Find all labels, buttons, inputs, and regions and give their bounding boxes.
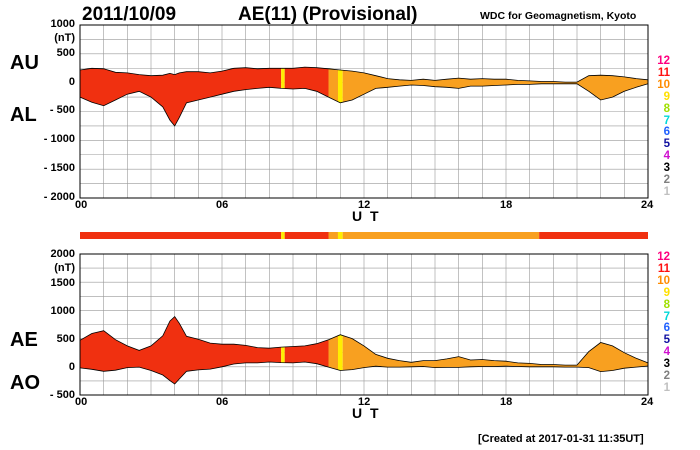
x-tick-label: 00 <box>75 396 88 408</box>
plot-frame <box>79 253 649 396</box>
x-tick-label: 18 <box>500 396 513 408</box>
area-segment <box>328 68 338 102</box>
au-label: AU <box>10 52 39 74</box>
activity-segment <box>539 232 648 239</box>
ao-label: AO <box>10 372 40 394</box>
kp-level-bottom-6: 6 <box>663 322 670 335</box>
x-tick-label: 24 <box>641 199 654 211</box>
area-segment <box>328 335 338 370</box>
activity-segment <box>284 232 329 239</box>
kp-level-bottom-10: 10 <box>657 274 670 287</box>
activity-segment <box>337 232 343 239</box>
al-label: AL <box>10 104 37 126</box>
y-tick-label: - 2000 <box>43 191 75 203</box>
y-tick-label: - 500 <box>49 104 75 116</box>
y-tick-label: 1000 <box>50 305 75 317</box>
y-tick-label: 0 <box>68 361 75 373</box>
kp-level-bottom-11: 11 <box>657 262 670 275</box>
kp-scale-bottom: 12 11 10 9 8 7 6 5 4 3 2 1 <box>650 251 670 395</box>
unit-label-top: (nT) <box>54 32 75 44</box>
au-line <box>79 66 649 83</box>
area-segment <box>337 69 343 103</box>
area-segment <box>80 67 282 126</box>
index-title: AE(11) (Provisional) <box>238 4 418 25</box>
unit-label-bottom: (nT) <box>54 262 75 274</box>
activity-segment <box>281 232 285 239</box>
kp-level-top-2: 2 <box>663 174 670 187</box>
kp-level-bottom-9: 9 <box>663 286 670 299</box>
y-tick-label: - 1500 <box>43 162 75 174</box>
kp-level-bottom-7: 7 <box>663 310 670 323</box>
area-segment <box>281 68 285 89</box>
x-tick-label: 06 <box>216 396 229 408</box>
kp-level-top-3: 3 <box>663 162 670 175</box>
kp-level-bottom-8: 8 <box>663 298 670 311</box>
kp-level-top-9: 9 <box>663 90 670 103</box>
activity-segment <box>80 232 222 239</box>
y-tick-label: - 1000 <box>43 133 75 145</box>
y-tick-label: 2000 <box>50 248 75 260</box>
kp-level-top-1: 1 <box>663 185 670 198</box>
y-tick-label: 1500 <box>50 277 75 289</box>
date-title: 2011/10/09 <box>82 4 177 25</box>
x-tick-label: 06 <box>216 199 229 211</box>
kp-scale-top: 12 11 10 9 8 7 6 5 4 3 2 1 <box>650 55 670 199</box>
area-segment <box>342 335 648 372</box>
kp-level-top-7: 7 <box>663 114 670 127</box>
y-tick-label: 0 <box>68 76 75 88</box>
y-tick-label: 500 <box>56 47 75 59</box>
area-segment <box>284 67 329 98</box>
kp-level-top-5: 5 <box>663 138 670 151</box>
x-axis-label: U T <box>352 405 381 421</box>
x-axis-label: U T <box>352 208 381 224</box>
kp-level-bottom-5: 5 <box>663 334 670 347</box>
ao-line <box>79 361 649 385</box>
x-tick-label: 12 <box>358 396 371 408</box>
x-tick-label: 24 <box>641 396 654 408</box>
kp-level-bottom-12: 12 <box>657 251 670 263</box>
kp-level-bottom-1: 1 <box>663 381 670 394</box>
y-tick-label: - 500 <box>49 389 75 401</box>
kp-level-top-11: 11 <box>657 66 670 79</box>
kp-level-top-12: 12 <box>657 55 670 67</box>
created-timestamp: [Created at 2017-01-31 11:35UT] <box>478 433 644 445</box>
y-tick-label: 500 <box>56 333 75 345</box>
x-tick-label: 12 <box>358 199 371 211</box>
kp-level-bottom-4: 4 <box>663 346 670 359</box>
kp-level-top-10: 10 <box>657 78 670 91</box>
kp-level-top-4: 4 <box>663 150 670 163</box>
kp-level-top-8: 8 <box>663 102 670 115</box>
ae-label: AE <box>10 329 38 351</box>
al-line <box>79 83 649 127</box>
kp-level-top-6: 6 <box>663 126 670 139</box>
y-tick-label: 1000 <box>50 18 75 30</box>
area-segment <box>337 334 343 371</box>
activity-segment <box>342 232 540 239</box>
activity-segment <box>328 232 338 239</box>
x-tick-label: 00 <box>75 199 88 211</box>
activity-segment <box>222 232 282 239</box>
x-tick-label: 18 <box>500 199 513 211</box>
ae-line <box>79 315 649 366</box>
plot-frame <box>79 24 649 199</box>
organization-label: WDC for Geomagnetism, Kyoto <box>480 10 637 22</box>
area-segment <box>342 70 648 103</box>
kp-level-bottom-3: 3 <box>663 358 670 371</box>
area-segment <box>281 346 285 363</box>
kp-level-bottom-2: 2 <box>663 370 670 383</box>
